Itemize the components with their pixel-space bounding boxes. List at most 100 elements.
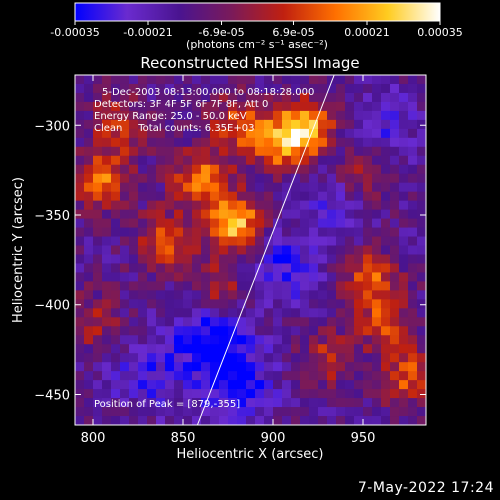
heatmap-cell — [300, 245, 310, 256]
heatmap-cell — [282, 353, 292, 363]
heatmap-cell — [129, 146, 139, 157]
heatmap-cell — [336, 146, 346, 157]
y-tick-label: −400 — [34, 299, 70, 314]
heatmap-cell — [417, 245, 426, 256]
heatmap-cell — [345, 263, 355, 274]
heatmap-cell — [255, 245, 265, 256]
heatmap-cell — [399, 101, 409, 112]
heatmap-cell — [363, 299, 373, 309]
heatmap-cell — [156, 353, 166, 363]
heatmap-cell — [417, 380, 426, 390]
heatmap-cell — [255, 227, 265, 238]
heatmap-cell — [138, 236, 148, 247]
heatmap-cell — [156, 227, 166, 238]
heatmap-cell — [129, 200, 139, 211]
heatmap-cell — [354, 290, 364, 300]
heatmap-cell — [75, 128, 85, 139]
heatmap-cell — [201, 236, 211, 247]
heatmap-cell — [246, 191, 256, 202]
heatmap-cell — [354, 164, 364, 175]
heatmap-cell — [84, 416, 94, 425]
heatmap-cell — [336, 317, 346, 327]
heatmap-cell — [174, 236, 184, 247]
heatmap-cell — [390, 254, 400, 265]
heatmap-cell — [138, 299, 148, 309]
heatmap-cell — [111, 245, 121, 256]
heatmap-cell — [381, 254, 391, 265]
heatmap-cell — [201, 146, 211, 157]
heatmap-cell — [174, 353, 184, 363]
heatmap-cell — [120, 209, 130, 220]
heatmap-cell — [291, 254, 301, 265]
heatmap-cell — [390, 75, 400, 85]
heatmap-cell — [408, 407, 418, 417]
heatmap-cell — [381, 272, 391, 283]
heatmap-cell — [309, 155, 319, 166]
heatmap-cell — [174, 362, 184, 372]
heatmap-cell — [138, 110, 148, 121]
heatmap-cell — [399, 119, 409, 130]
heatmap-cell — [120, 335, 130, 345]
heatmap-cell — [408, 173, 418, 184]
heatmap-cell — [210, 290, 220, 300]
heatmap-cell — [201, 281, 211, 291]
heatmap-cell — [345, 75, 355, 85]
heatmap-cell — [318, 344, 328, 354]
heatmap-cell — [84, 164, 94, 175]
heatmap-cell — [219, 308, 229, 318]
heatmap-cell — [399, 362, 409, 372]
heatmap-cell — [111, 371, 121, 381]
heatmap-cell — [399, 173, 409, 184]
heatmap-cell — [147, 128, 157, 139]
heatmap-cell — [219, 75, 229, 85]
heatmap-cell — [120, 92, 130, 103]
heatmap-cell — [255, 371, 265, 381]
heatmap-cell — [228, 200, 238, 211]
heatmap-cell — [192, 75, 202, 85]
heatmap-cell — [300, 299, 310, 309]
heatmap-cell — [165, 281, 175, 291]
heatmap-cell — [120, 281, 130, 291]
heatmap-cell — [201, 110, 211, 121]
heatmap-cell — [156, 335, 166, 345]
heatmap-cell — [345, 101, 355, 112]
heatmap-cell — [201, 137, 211, 148]
heatmap-cell — [183, 281, 193, 291]
heatmap-cell — [336, 236, 346, 247]
heatmap-cell — [147, 92, 157, 103]
heatmap-cell — [192, 353, 202, 363]
heatmap-cell — [318, 371, 328, 381]
heatmap-cell — [345, 299, 355, 309]
heatmap-cell — [291, 416, 301, 425]
heatmap-cell — [219, 326, 229, 336]
heatmap-cell — [327, 272, 337, 283]
heatmap-cell — [138, 218, 148, 229]
heatmap-cell — [129, 362, 139, 372]
heatmap-cell — [183, 380, 193, 390]
heatmap-cell — [363, 75, 373, 85]
heatmap-cell — [417, 371, 426, 381]
heatmap-cell — [183, 254, 193, 265]
heatmap-cell — [291, 182, 301, 193]
heatmap-cell — [327, 254, 337, 265]
heatmap-cell — [147, 110, 157, 121]
heatmap-cell — [246, 326, 256, 336]
heatmap-cell — [183, 371, 193, 381]
heatmap-cell — [102, 362, 112, 372]
heatmap-cell — [93, 227, 103, 238]
heatmap-cell — [381, 344, 391, 354]
heatmap-cell — [174, 245, 184, 256]
heatmap-cell — [210, 308, 220, 318]
heatmap-cell — [219, 254, 229, 265]
heatmap-cell — [318, 164, 328, 175]
heatmap-cell — [183, 200, 193, 211]
heatmap-cell — [408, 299, 418, 309]
heatmap-cell — [183, 362, 193, 372]
heatmap-cell — [156, 263, 166, 274]
heatmap-cell — [291, 326, 301, 336]
heatmap-cell — [210, 380, 220, 390]
heatmap-cell — [138, 200, 148, 211]
heatmap-cell — [93, 398, 103, 408]
heatmap-cell — [201, 290, 211, 300]
heatmap-cell — [264, 290, 274, 300]
